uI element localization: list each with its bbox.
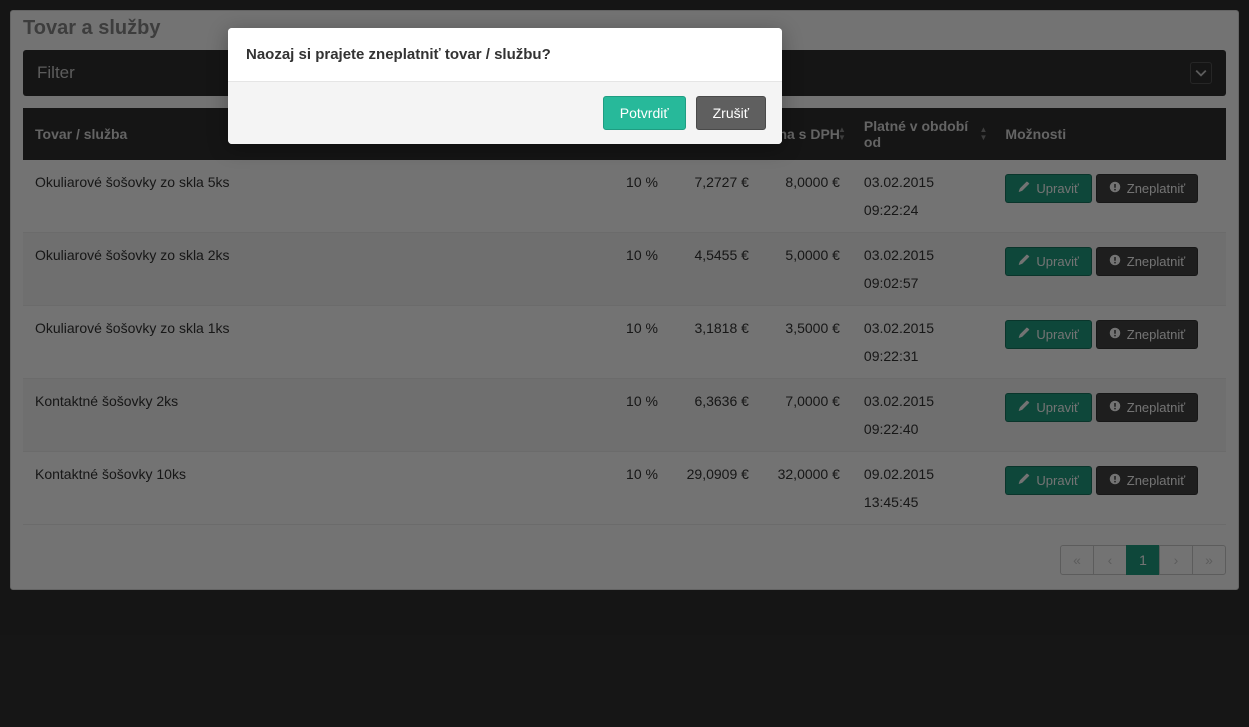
confirm-button[interactable]: Potvrdiť bbox=[603, 96, 686, 130]
cancel-button[interactable]: Zrušiť bbox=[696, 96, 766, 130]
confirm-modal: Naozaj si prajete zneplatniť tovar / slu… bbox=[228, 28, 782, 144]
modal-title: Naozaj si prajete zneplatniť tovar / slu… bbox=[228, 28, 782, 81]
